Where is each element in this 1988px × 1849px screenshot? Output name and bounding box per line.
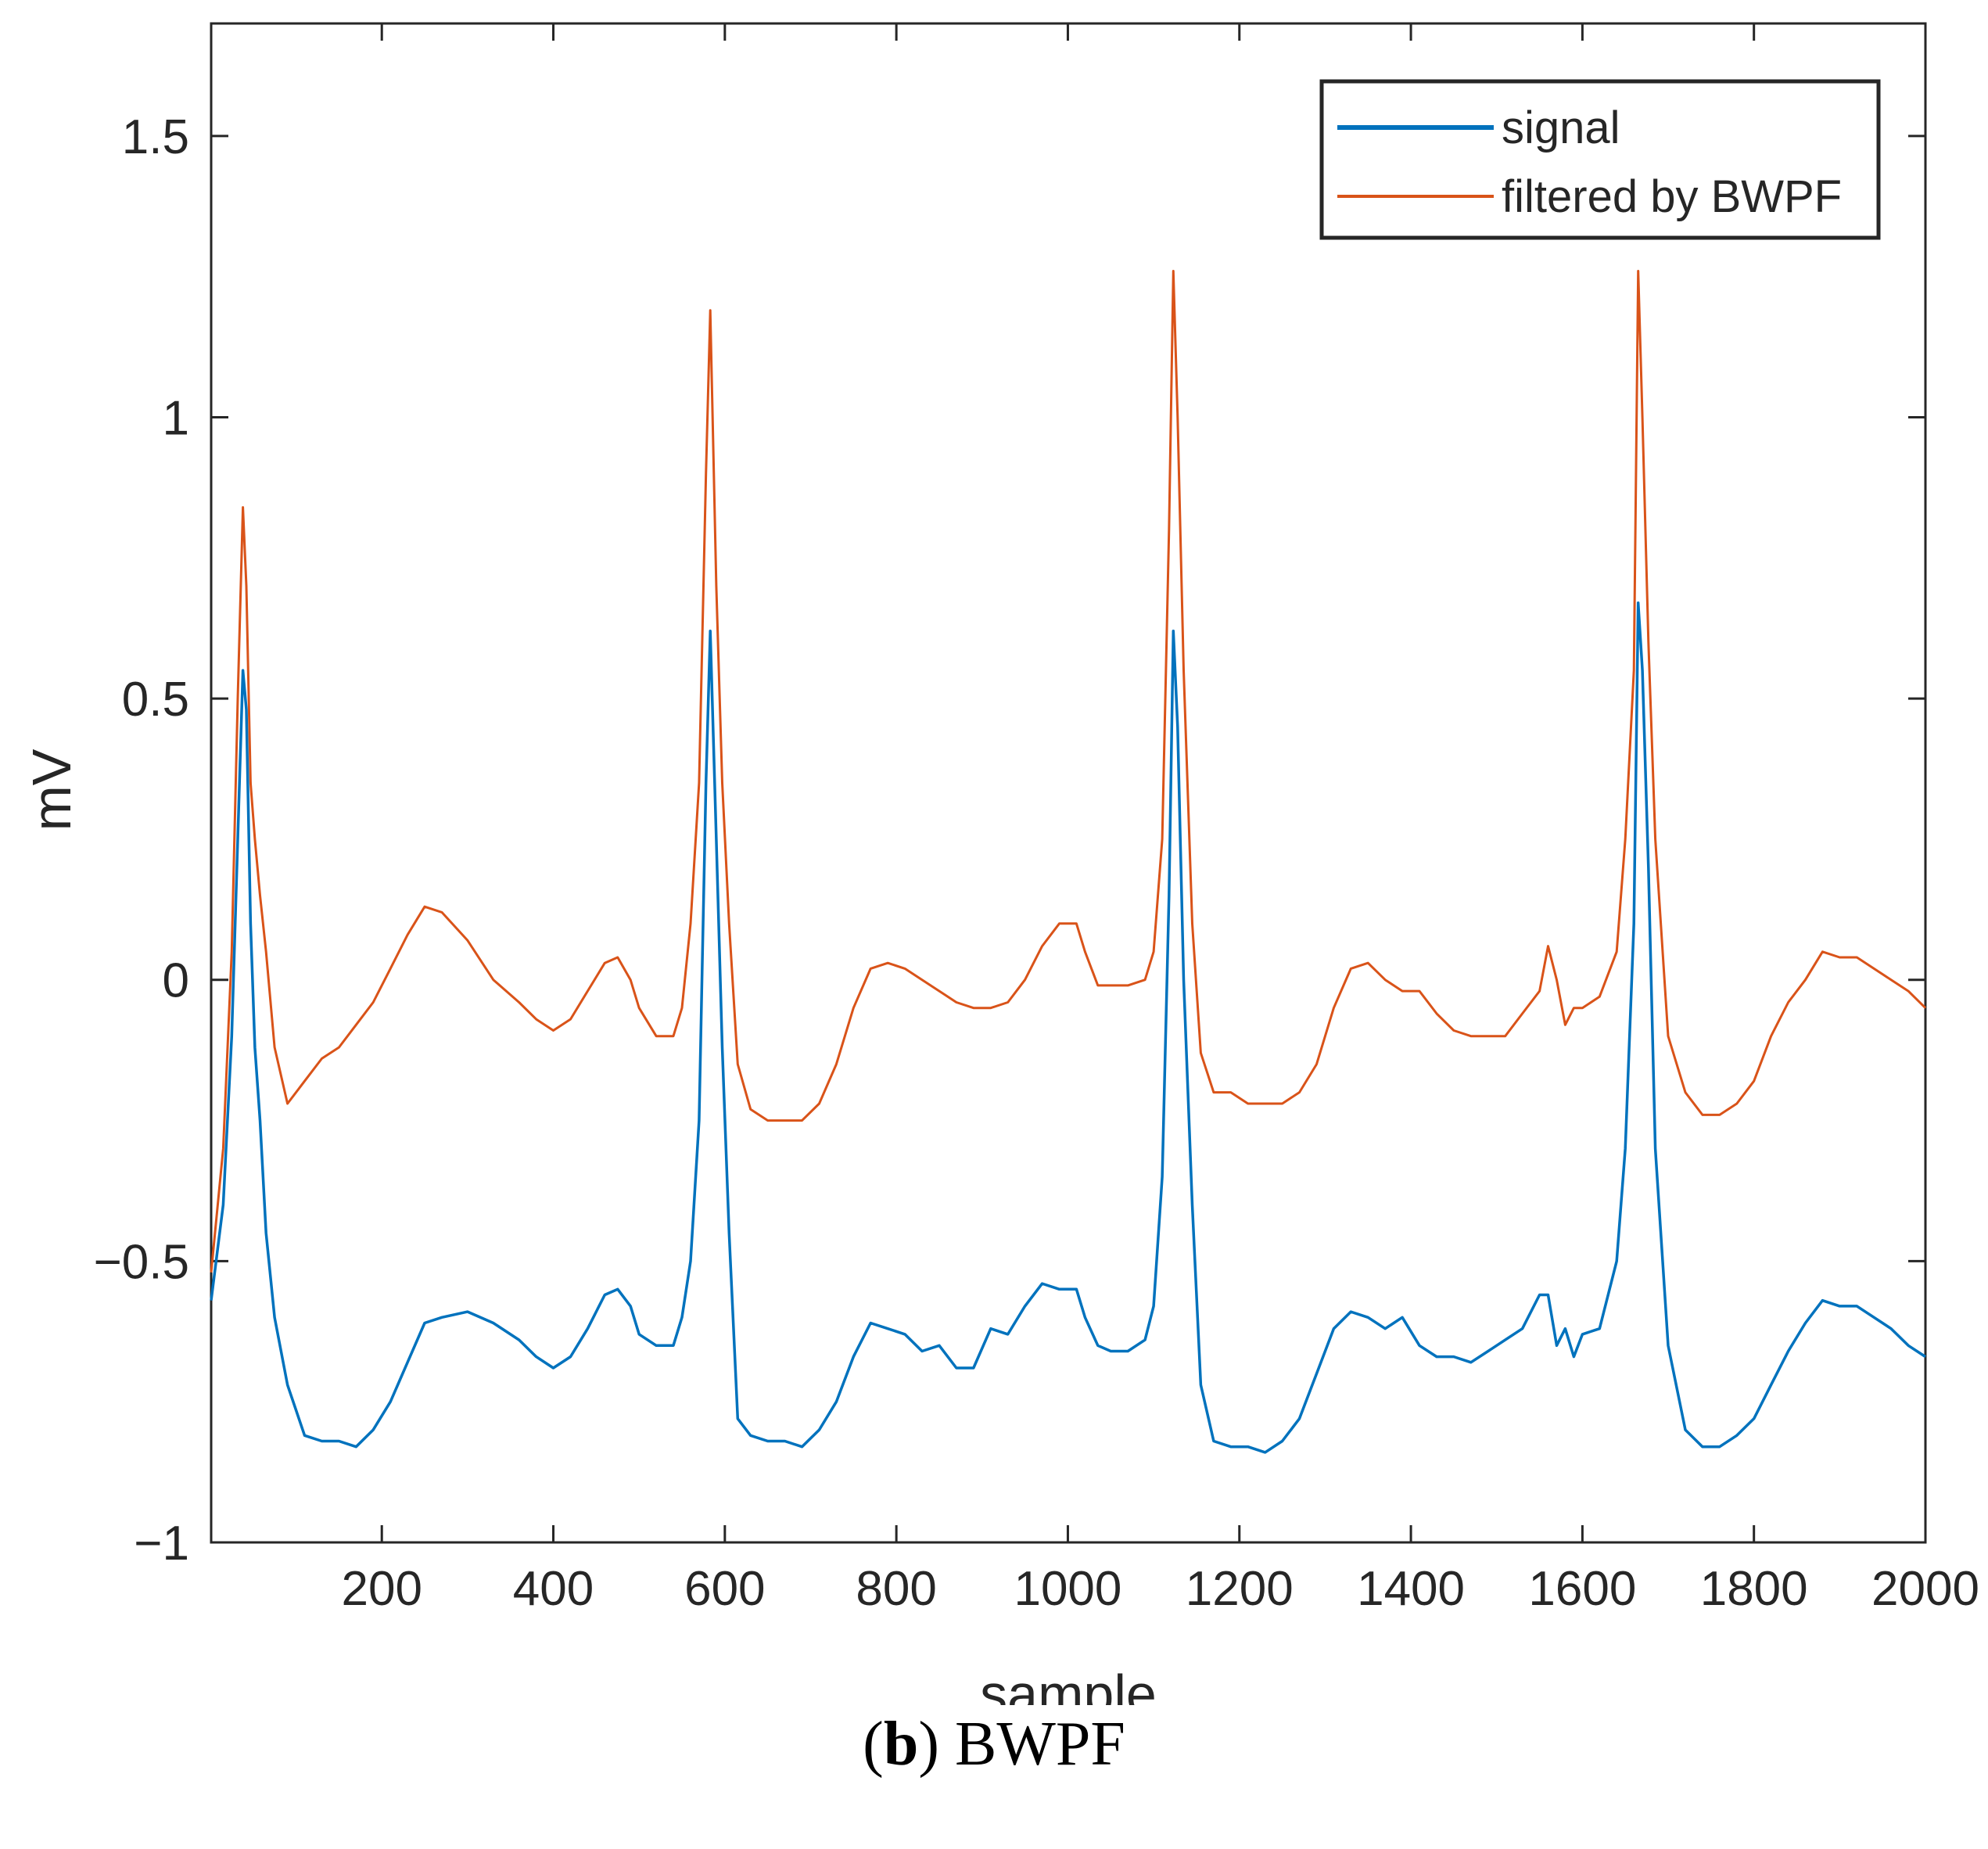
series-layer — [210, 270, 1927, 1454]
y-axis-title: mV — [21, 749, 82, 831]
x-tick-label: 1000 — [1014, 1562, 1121, 1616]
legend-label-filtered: filtered by BWPF — [1502, 171, 1842, 222]
x-axis-title: sample — [980, 1664, 1157, 1705]
caption-close-paren: ) — [918, 1710, 939, 1779]
y-tick-label: 1 — [163, 391, 189, 445]
x-tick-label: 800 — [856, 1562, 936, 1616]
series-line-filtered — [210, 270, 1927, 1273]
caption-open-paren: ( — [863, 1710, 884, 1779]
legend-label-signal: signal — [1502, 102, 1620, 153]
y-tick-label: 1.5 — [122, 110, 189, 164]
y-tick-label: 0.5 — [122, 673, 189, 727]
chart: −1 −0.5 0 0.5 1 1.5 200 400 600 800 1000 1200 1400 1… — [21, 22, 1979, 1705]
x-axis: 200 400 600 800 1000 1200 1400 1600 1800 2000 — [341, 23, 1979, 1616]
y-tick-label: −0.5 — [94, 1235, 189, 1289]
figure-caption: (b) BWPF — [0, 1709, 1988, 1780]
x-tick-label: 600 — [684, 1562, 765, 1616]
x-tick-label: 200 — [341, 1562, 422, 1616]
x-tick-label: 1800 — [1700, 1562, 1808, 1616]
caption-panel-letter: b — [883, 1710, 919, 1779]
legend: signal filtered by BWPF — [1319, 79, 1881, 240]
caption-text: BWPF — [938, 1710, 1125, 1779]
y-tick-label: 0 — [163, 954, 189, 1008]
x-tick-label: 1600 — [1528, 1562, 1636, 1616]
series-line-signal — [210, 601, 1926, 1454]
y-axis: −1 −0.5 0 0.5 1 1.5 — [94, 110, 1925, 1571]
x-tick-label: 1200 — [1186, 1562, 1294, 1616]
y-tick-label: −1 — [134, 1517, 189, 1571]
x-tick-label: 1400 — [1357, 1562, 1465, 1616]
legend-box — [1319, 79, 1881, 240]
x-tick-label: 400 — [513, 1562, 594, 1616]
x-tick-label: 2000 — [1871, 1562, 1979, 1616]
plot-area — [210, 22, 1927, 1544]
